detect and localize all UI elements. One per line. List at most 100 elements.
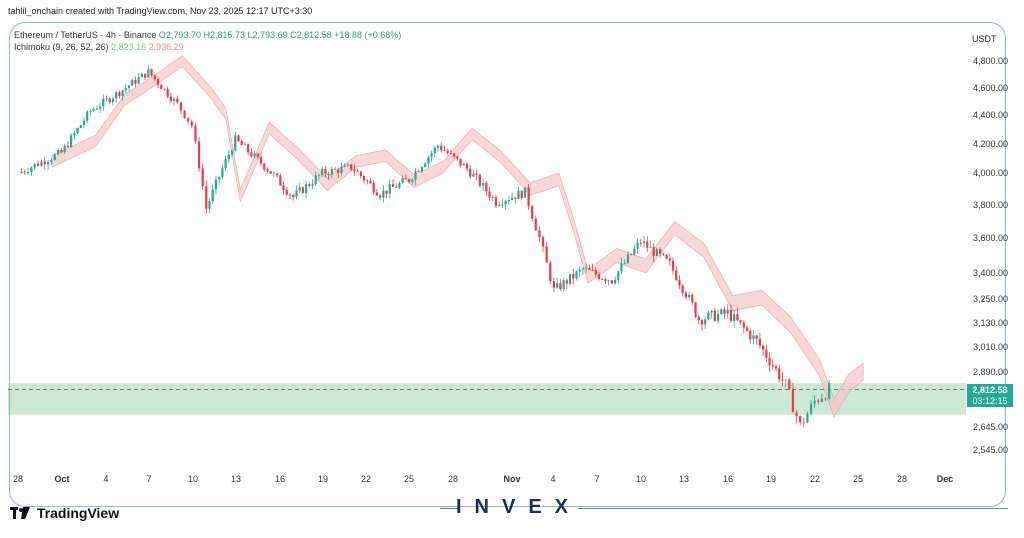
candle	[704, 316, 707, 329]
candle	[565, 278, 568, 290]
invex-watermark: INVEX	[456, 496, 582, 518]
candle	[745, 325, 749, 332]
y-tick-label: 4,200.00	[973, 139, 1008, 149]
watermark-line-right	[578, 508, 1008, 509]
x-tick-label: Nov	[503, 474, 520, 484]
candle	[726, 304, 729, 319]
candle	[453, 152, 456, 159]
candle	[501, 198, 504, 209]
candle	[575, 270, 578, 281]
candle	[639, 238, 642, 247]
candle	[327, 171, 330, 180]
candle	[482, 179, 485, 191]
candle	[108, 96, 111, 104]
candle	[221, 164, 224, 179]
candle	[607, 279, 610, 286]
publisher-line: tahlil_onchain created with TradingView.…	[8, 6, 313, 16]
candle	[353, 164, 356, 176]
candle	[659, 247, 662, 258]
candle	[469, 164, 472, 179]
candle	[121, 89, 124, 101]
candle	[633, 244, 636, 256]
candle	[211, 184, 214, 205]
candle	[713, 307, 716, 322]
candle	[556, 277, 559, 290]
candle	[301, 186, 304, 194]
candle	[230, 148, 234, 158]
candle	[234, 132, 237, 152]
candle	[449, 149, 453, 155]
candle	[26, 167, 30, 176]
candle	[183, 110, 186, 119]
support-zone	[8, 383, 966, 415]
candle	[762, 344, 765, 356]
candle	[50, 157, 53, 166]
candle	[391, 179, 395, 187]
candle	[523, 187, 527, 199]
x-tick-label: 10	[188, 474, 198, 484]
candle	[279, 173, 282, 186]
candle	[562, 278, 565, 292]
indicator-legend[interactable]: Ichimoku (9, 26, 52, 26) 2,823.16 2,936.…	[14, 42, 184, 52]
candle	[736, 307, 739, 322]
candle	[205, 180, 208, 214]
candle	[623, 259, 626, 265]
candle	[475, 169, 478, 181]
candle	[799, 415, 802, 425]
candle	[407, 178, 411, 184]
candle	[610, 280, 613, 285]
candle	[581, 267, 584, 275]
candle	[250, 148, 253, 159]
candle	[809, 399, 813, 416]
candle	[247, 143, 250, 156]
currency-label[interactable]: USDT	[972, 34, 997, 44]
candle	[531, 204, 534, 222]
candle	[324, 166, 327, 178]
candle	[510, 192, 514, 201]
candle	[160, 84, 163, 90]
x-tick-label: 16	[723, 474, 733, 484]
candle	[485, 180, 488, 196]
candle	[459, 158, 462, 168]
candle	[237, 134, 240, 143]
candle	[517, 187, 520, 199]
candle	[806, 411, 809, 423]
candle	[601, 277, 604, 281]
candle	[73, 131, 76, 140]
y-tick-label: 3,800.00	[973, 200, 1008, 210]
symbol-title[interactable]: Ethereum / TetherUS · 4h · Binance	[14, 30, 157, 40]
symbol-legend[interactable]: Ethereum / TetherUS · 4h · Binance O2,79…	[14, 30, 401, 40]
candle	[636, 238, 639, 254]
candle	[388, 179, 391, 199]
candle	[272, 170, 275, 177]
indicator-title[interactable]: Ichimoku (9, 26, 52, 26)	[14, 42, 109, 52]
candle	[298, 182, 301, 193]
ohlc-close: C2,812.58	[290, 30, 332, 40]
candle	[820, 393, 823, 403]
candle	[504, 199, 507, 210]
candle	[414, 168, 417, 185]
x-tick-label: 7	[146, 474, 151, 484]
candle	[295, 185, 298, 200]
y-tick-label: 3,400.00	[973, 268, 1008, 278]
candle	[494, 194, 498, 208]
tradingview-logo[interactable]: TradingView	[10, 505, 119, 521]
candle	[700, 318, 704, 331]
candle	[382, 185, 385, 203]
ohlc-low: L2,793.69	[247, 30, 288, 40]
y-tick-label: 4,400.00	[973, 110, 1008, 120]
candle	[671, 257, 675, 275]
candle	[240, 139, 243, 146]
x-tick-label: 28	[448, 474, 458, 484]
candle	[321, 165, 324, 177]
candle	[79, 124, 82, 129]
candle	[95, 105, 98, 110]
candle	[742, 320, 745, 334]
candle	[227, 150, 230, 163]
x-tick-label: 10	[636, 474, 646, 484]
candle	[57, 147, 60, 156]
candle	[243, 141, 247, 146]
candle	[140, 72, 144, 78]
candle	[507, 195, 510, 205]
